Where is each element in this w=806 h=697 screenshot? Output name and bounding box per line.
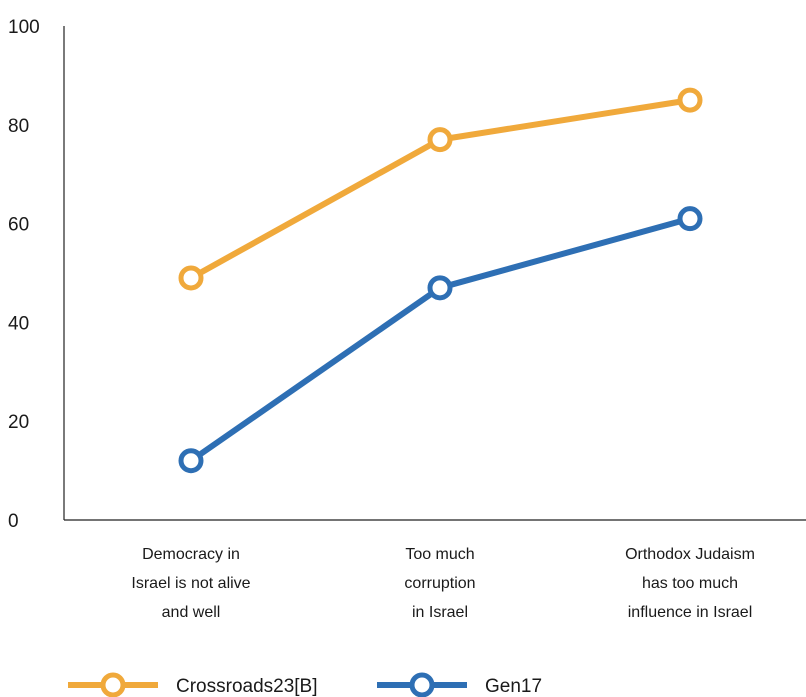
data-point — [427, 275, 453, 301]
data-point — [677, 206, 703, 232]
x-category-label-line: corruption — [404, 575, 475, 592]
y-tick-label: 0 — [8, 511, 19, 532]
data-point — [178, 448, 204, 474]
x-category-label: Democracy in Israel is not alive and well — [131, 546, 250, 621]
legend-item: Gen17 — [377, 672, 542, 697]
series-line — [188, 97, 693, 281]
x-category-label-line: influence in Israel — [628, 604, 753, 621]
y-tick-label: 80 — [8, 116, 29, 137]
x-axis-category-labels: Democracy in Israel is not alive and well T… — [131, 546, 755, 621]
legend-swatch-marker — [100, 672, 126, 697]
legend: Crossroads23[B] Gen17 — [68, 672, 542, 697]
y-axis-tick-labels: 0 20 40 60 80 100 — [8, 17, 40, 532]
y-tick-label: 100 — [8, 17, 40, 38]
legend-label: Gen17 — [485, 676, 542, 697]
x-category-label-line: and well — [162, 604, 221, 621]
x-category-label-line: in Israel — [412, 604, 468, 621]
y-tick-label: 20 — [8, 412, 29, 433]
data-point — [178, 265, 204, 291]
x-category-label-line: Too much — [405, 546, 474, 563]
y-tick-label: 60 — [8, 215, 29, 236]
legend-swatch-marker — [409, 672, 435, 697]
legend-item: Crossroads23[B] — [68, 672, 318, 697]
x-category-label: Too much corruption in Israel — [404, 546, 475, 621]
data-point — [677, 87, 703, 113]
series-lines — [178, 87, 703, 474]
x-category-label: Orthodox Judaism has too much influence in… — [625, 546, 755, 621]
series-line — [188, 215, 693, 464]
x-category-label-line: Orthodox Judaism — [625, 546, 755, 563]
x-category-label-line: has too much — [642, 575, 738, 592]
series-2 — [178, 206, 703, 474]
legend-label: Crossroads23[B] — [176, 676, 318, 697]
x-category-label-line: Israel is not alive — [131, 575, 250, 592]
axes — [63, 26, 806, 521]
series-1 — [178, 87, 703, 291]
y-tick-label: 40 — [8, 313, 29, 334]
x-category-label-line: Democracy in — [142, 546, 240, 563]
data-point — [427, 127, 453, 153]
